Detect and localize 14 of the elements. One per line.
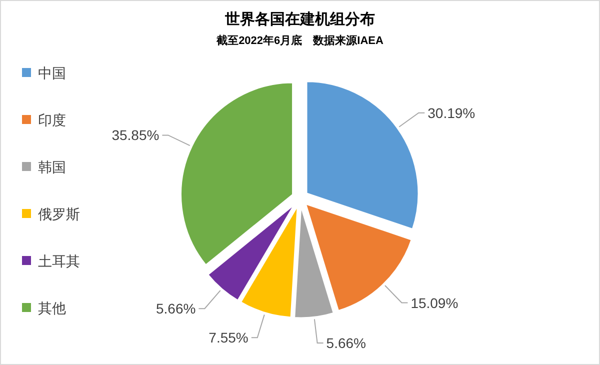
legend-label: 印度 [38, 112, 66, 128]
data-label: 7.55% [208, 330, 248, 346]
data-label: 35.85% [112, 127, 160, 144]
data-label: 5.66% [326, 334, 366, 351]
legend-label: 土耳其 [38, 253, 80, 269]
legend-label: 俄罗斯 [38, 206, 80, 222]
chart-title: 世界各国在建机组分布 [224, 11, 375, 28]
data-label: 5.66% [156, 300, 196, 317]
chart-subtitle: 截至2022年6月底 数据来源IAEA [216, 34, 384, 47]
data-label: 15.09% [410, 294, 458, 311]
legend-label: 其他 [38, 300, 66, 316]
data-label: 30.19% [428, 104, 476, 121]
legend-label: 韩国 [38, 159, 66, 175]
legend-label: 中国 [38, 65, 66, 81]
